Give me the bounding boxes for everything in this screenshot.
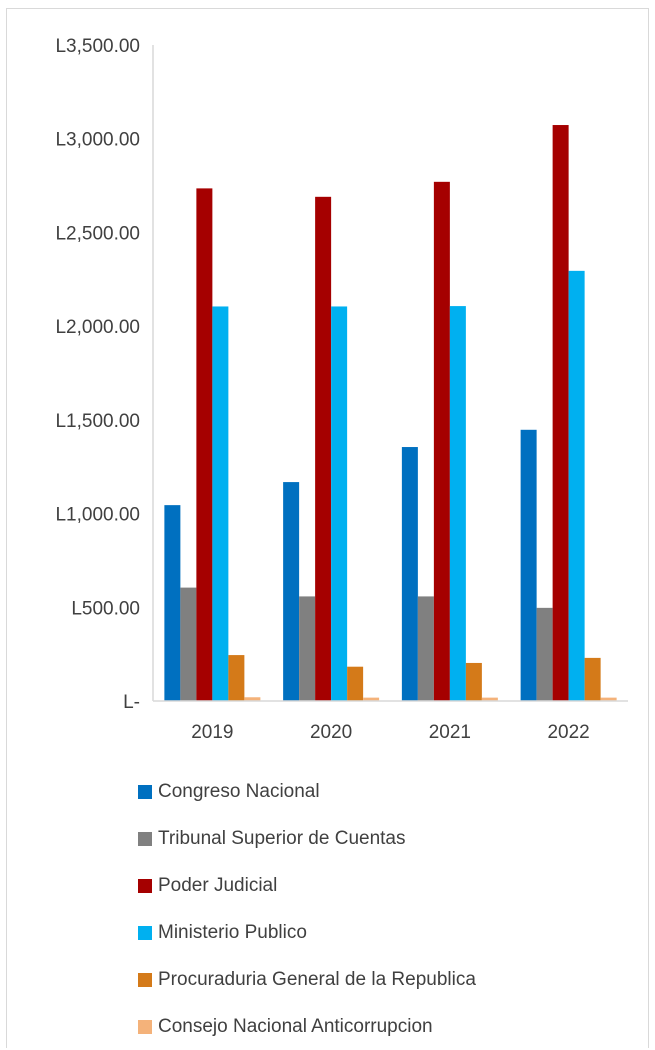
bars (164, 125, 617, 702)
bar (363, 697, 380, 701)
legend-item: Tribunal Superior de Cuentas (138, 815, 618, 862)
legend-item: Consejo Nacional Anticorrupcion (138, 1003, 618, 1050)
y-tick-label: L500.00 (71, 598, 140, 619)
legend-label: Congreso Nacional (158, 780, 320, 802)
bar (536, 607, 553, 701)
legend: Congreso Nacional Tribunal Superior de Cu… (138, 768, 618, 1050)
bar (465, 662, 482, 701)
bar (244, 697, 261, 701)
bar (417, 596, 434, 701)
y-tick-label: L2,500.00 (55, 223, 140, 244)
legend-label: Tribunal Superior de Cuentas (158, 827, 406, 849)
legend-label: Consejo Nacional Anticorrupcion (158, 1015, 433, 1037)
bar (433, 181, 450, 701)
bar (600, 697, 617, 701)
bar (347, 666, 364, 701)
legend-label: Procuraduria General de la Republica (158, 968, 476, 990)
y-tick-label: L1,000.00 (55, 505, 140, 526)
legend-swatch (138, 878, 152, 893)
bar (520, 429, 537, 701)
bar (481, 697, 498, 701)
bar (449, 306, 466, 701)
legend-item: Procuraduria General de la Republica (138, 956, 618, 1003)
bar (228, 655, 245, 701)
x-tick-label: 2021 (429, 722, 471, 743)
x-tick-label: 2019 (191, 722, 233, 743)
legend-swatch (138, 831, 152, 846)
legend-label: Ministerio Publico (158, 921, 307, 943)
y-tick-label: L- (123, 692, 140, 713)
y-tick-label: L2,000.00 (55, 317, 140, 338)
bar (552, 125, 569, 702)
legend-swatch (138, 972, 152, 987)
y-tick-label: L3,500.00 (55, 36, 140, 57)
legend-item: Congreso Nacional (138, 768, 618, 815)
bar (568, 270, 585, 701)
legend-item: Ministerio Publico (138, 909, 618, 956)
legend-swatch (138, 1019, 152, 1034)
bar (212, 306, 229, 701)
x-axis-ticks: 2019 2020 2021 2022 (191, 722, 590, 743)
bar (401, 447, 418, 701)
legend-item: Poder Judicial (138, 862, 618, 909)
chart-frame (6, 8, 649, 1048)
bar-chart: L- L500.00 L1,000.00 L1,500.00 L2,000.00 L2,5… (55, 36, 628, 743)
x-tick-label: 2022 (547, 722, 589, 743)
y-tick-label: L3,000.00 (55, 130, 140, 151)
legend-swatch (138, 925, 152, 940)
bar (315, 196, 332, 701)
y-axis-ticks: L- L500.00 L1,000.00 L1,500.00 L2,000.00 L2,5… (55, 36, 140, 713)
bar (331, 306, 348, 701)
y-tick-label: L1,500.00 (55, 411, 140, 432)
bar (299, 596, 316, 701)
bar (196, 188, 213, 701)
legend-swatch (138, 784, 152, 799)
bar (283, 482, 300, 701)
bar (180, 587, 197, 701)
bar (164, 505, 181, 701)
x-tick-label: 2020 (310, 722, 352, 743)
bar (584, 657, 601, 701)
legend-label: Poder Judicial (158, 874, 278, 896)
